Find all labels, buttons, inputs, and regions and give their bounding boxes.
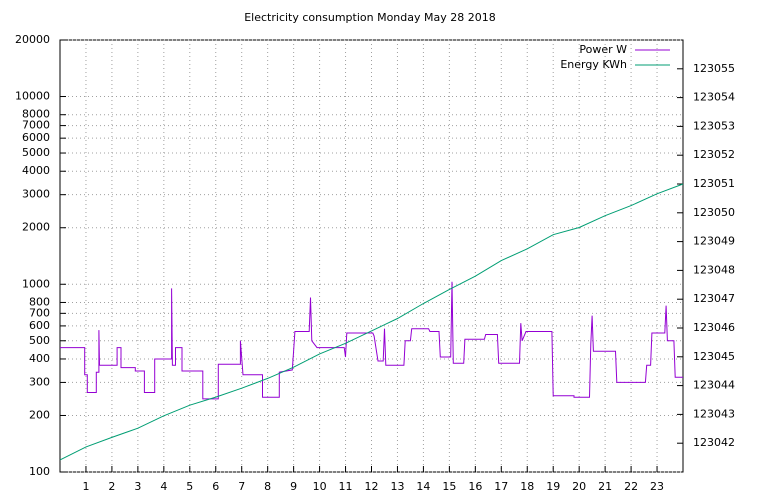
x-tick-label: 9 (290, 480, 297, 493)
y2-tick-label: 123048 (693, 263, 735, 276)
legend-label: Power W (579, 43, 627, 56)
x-tick-label: 18 (520, 480, 534, 493)
y-tick-label: 6000 (22, 131, 50, 144)
x-tick-label: 5 (186, 480, 193, 493)
y2-tick-label: 123044 (693, 379, 735, 392)
y-tick-label: 700 (29, 306, 50, 319)
y-tick-label: 200 (29, 408, 50, 421)
x-tick-label: 7 (238, 480, 245, 493)
chart-title: Electricity consumption Monday May 28 20… (244, 11, 496, 24)
x-tick-label: 22 (624, 480, 638, 493)
series-line (59, 183, 684, 461)
y-tick-label: 4000 (22, 164, 50, 177)
x-tick-label: 10 (313, 480, 327, 493)
y-tick-label: 500 (29, 334, 50, 347)
y2-tick-label: 123055 (693, 62, 735, 75)
y-tick-label: 600 (29, 319, 50, 332)
y2-tick-label: 123052 (693, 148, 735, 161)
y-tick-label: 400 (29, 352, 50, 365)
x-tick-label: 21 (598, 480, 612, 493)
y2-tick-label: 123049 (693, 235, 735, 248)
y-tick-label: 8000 (22, 108, 50, 121)
x-tick-label: 15 (442, 480, 456, 493)
x-tick-label: 20 (572, 480, 586, 493)
y-tick-label: 7000 (22, 119, 50, 132)
y2-tick-label: 123047 (693, 292, 735, 305)
x-tick-label: 23 (650, 480, 664, 493)
y2-tick-label: 123054 (693, 91, 735, 104)
legend-label: Energy KWh (560, 58, 627, 71)
x-tick-label: 14 (416, 480, 430, 493)
x-tick-label: 12 (365, 480, 379, 493)
y-tick-label: 10000 (15, 90, 50, 103)
y-tick-label: 5000 (22, 146, 50, 159)
y2-tick-label: 123050 (693, 206, 735, 219)
x-tick-label: 13 (390, 480, 404, 493)
y-tick-label: 100 (29, 465, 50, 478)
y2-tick-label: 123045 (693, 350, 735, 363)
y-tick-label: 3000 (22, 188, 50, 201)
series-line (60, 281, 683, 400)
x-tick-label: 6 (212, 480, 219, 493)
x-tick-label: 2 (108, 480, 115, 493)
x-tick-label: 3 (134, 480, 141, 493)
x-tick-label: 19 (546, 480, 560, 493)
y2-tick-label: 123046 (693, 321, 735, 334)
y-tick-label: 800 (29, 295, 50, 308)
y2-tick-label: 123042 (693, 436, 735, 449)
x-tick-label: 17 (494, 480, 508, 493)
x-tick-label: 1 (82, 480, 89, 493)
y2-tick-label: 123051 (693, 177, 735, 190)
y-tick-label: 300 (29, 375, 50, 388)
x-tick-label: 4 (160, 480, 167, 493)
y-tick-label: 1000 (22, 277, 50, 290)
x-tick-label: 16 (468, 480, 482, 493)
y-tick-label: 2000 (22, 221, 50, 234)
y2-tick-label: 123043 (693, 407, 735, 420)
y2-tick-label: 123053 (693, 119, 735, 132)
x-tick-label: 8 (264, 480, 271, 493)
x-tick-label: 11 (339, 480, 353, 493)
y-tick-label: 20000 (15, 33, 50, 46)
